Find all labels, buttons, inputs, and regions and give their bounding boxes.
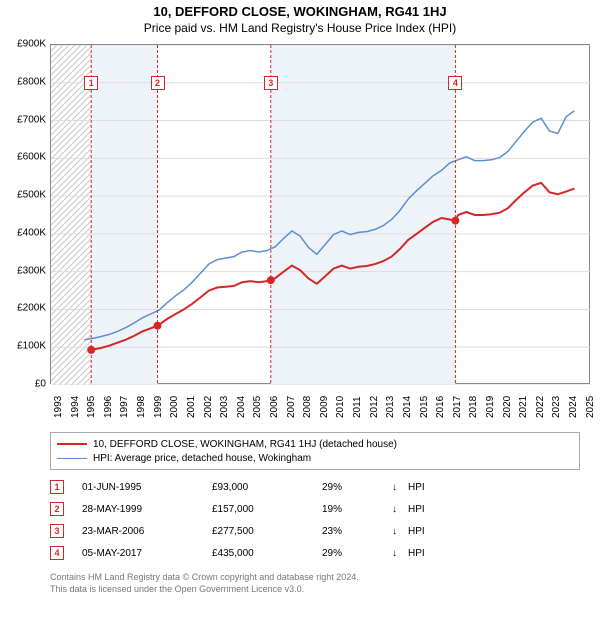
- legend-item: HPI: Average price, detached house, Woki…: [57, 451, 573, 465]
- title-block: 10, DEFFORD CLOSE, WOKINGHAM, RG41 1HJ P…: [0, 0, 600, 35]
- x-tick-label: 2017: [452, 396, 463, 418]
- table-row: 4 05-MAY-2017£435,00029%↓HPI: [50, 542, 580, 564]
- transaction-pct: 19%: [322, 504, 392, 515]
- x-axis: 1993 1994 1995 1996 1997 1998 1999 2000 2001 2002…: [50, 386, 590, 426]
- transactions-table: 101-JUN-1995£93,00029%↓HPI228-MAY-1999£1…: [50, 476, 580, 564]
- down-arrow-icon: ↓: [392, 548, 408, 559]
- x-tick-label: 1998: [136, 396, 147, 418]
- transaction-marker: 1: [84, 76, 98, 90]
- transaction-marker: 4: [50, 546, 64, 560]
- x-tick-label: 2012: [369, 396, 380, 418]
- x-tick-label: 2015: [419, 396, 430, 418]
- x-tick-label: 2000: [169, 396, 180, 418]
- transaction-price: £435,000: [212, 548, 322, 559]
- transaction-pct: 29%: [322, 548, 392, 559]
- x-tick-label: 2013: [385, 396, 396, 418]
- transaction-date: 28-MAY-1999: [82, 504, 212, 515]
- transaction-point: [451, 217, 459, 225]
- transaction-price: £157,000: [212, 504, 322, 515]
- y-tick-label: £700K: [17, 114, 46, 125]
- transaction-pct: 29%: [322, 482, 392, 493]
- transaction-date: 23-MAR-2006: [82, 526, 212, 537]
- footer-line-2: This data is licensed under the Open Gov…: [50, 584, 580, 596]
- transaction-vs-label: HPI: [408, 526, 448, 537]
- footer-line-1: Contains HM Land Registry data © Crown c…: [50, 572, 580, 584]
- transaction-marker: 3: [264, 76, 278, 90]
- x-tick-label: 2008: [302, 396, 313, 418]
- table-row: 1 01-JUN-1995£93,00029%↓HPI: [50, 476, 580, 498]
- footer: Contains HM Land Registry data © Crown c…: [50, 572, 580, 595]
- x-tick-label: 1993: [53, 396, 64, 418]
- x-tick-label: 2021: [518, 396, 529, 418]
- legend-swatch: [57, 443, 87, 445]
- transaction-point: [267, 276, 275, 284]
- y-tick-label: £100K: [17, 341, 46, 352]
- y-tick-label: £600K: [17, 152, 46, 163]
- y-tick-label: £500K: [17, 190, 46, 201]
- x-tick-label: 2011: [352, 396, 363, 418]
- x-tick-label: 1995: [86, 396, 97, 418]
- x-tick-label: 2018: [468, 396, 479, 418]
- x-tick-label: 2006: [269, 396, 280, 418]
- transaction-vs-label: HPI: [408, 548, 448, 559]
- legend-swatch: [57, 458, 87, 459]
- legend-label: HPI: Average price, detached house, Woki…: [93, 453, 311, 464]
- chart-container: 10, DEFFORD CLOSE, WOKINGHAM, RG41 1HJ P…: [0, 0, 600, 620]
- x-tick-label: 1994: [70, 396, 81, 418]
- x-tick-label: 2010: [335, 396, 346, 418]
- y-tick-label: £900K: [17, 39, 46, 50]
- x-tick-label: 2022: [535, 396, 546, 418]
- x-tick-label: 2014: [402, 396, 413, 418]
- y-tick-label: £300K: [17, 265, 46, 276]
- legend: 10, DEFFORD CLOSE, WOKINGHAM, RG41 1HJ (…: [50, 432, 580, 470]
- table-row: 2 28-MAY-1999£157,00019%↓HPI: [50, 498, 580, 520]
- legend-label: 10, DEFFORD CLOSE, WOKINGHAM, RG41 1HJ (…: [93, 439, 397, 450]
- x-tick-label: 2024: [568, 396, 579, 418]
- transaction-marker: 2: [50, 502, 64, 516]
- x-tick-label: 2020: [502, 396, 513, 418]
- legend-item: 10, DEFFORD CLOSE, WOKINGHAM, RG41 1HJ (…: [57, 437, 573, 451]
- down-arrow-icon: ↓: [392, 504, 408, 515]
- x-tick-label: 2009: [319, 396, 330, 418]
- x-tick-label: 2004: [236, 396, 247, 418]
- transaction-price: £277,500: [212, 526, 322, 537]
- x-tick-label: 2019: [485, 396, 496, 418]
- table-row: 3 23-MAR-2006£277,50023%↓HPI: [50, 520, 580, 542]
- transaction-price: £93,000: [212, 482, 322, 493]
- x-tick-label: 2003: [219, 396, 230, 418]
- y-tick-label: £800K: [17, 76, 46, 87]
- transaction-date: 05-MAY-2017: [82, 548, 212, 559]
- x-tick-label: 2025: [585, 396, 596, 418]
- transaction-marker: 3: [50, 524, 64, 538]
- transaction-point: [154, 322, 162, 330]
- y-axis: £0£100K£200K£300K£400K£500K£600K£700K£80…: [8, 44, 50, 384]
- x-tick-label: 2023: [551, 396, 562, 418]
- x-tick-label: 2007: [286, 396, 297, 418]
- plot-area: 1 2 3 4: [50, 44, 590, 384]
- x-tick-label: 1997: [119, 396, 130, 418]
- transaction-marker: 4: [448, 76, 462, 90]
- down-arrow-icon: ↓: [392, 526, 408, 537]
- x-tick-label: 2005: [252, 396, 263, 418]
- x-tick-label: 2016: [435, 396, 446, 418]
- transaction-pct: 23%: [322, 526, 392, 537]
- chart-area: £0 £100K £200K £300K £400K £500K £600K £700K £80…: [8, 44, 592, 424]
- y-tick-label: £0: [35, 379, 46, 390]
- transaction-vs-label: HPI: [408, 482, 448, 493]
- transaction-vs-label: HPI: [408, 504, 448, 515]
- x-tick-label: 1999: [153, 396, 164, 418]
- x-tick-label: 1996: [103, 396, 114, 418]
- chart-title: 10, DEFFORD CLOSE, WOKINGHAM, RG41 1HJ: [0, 4, 600, 19]
- y-tick-label: £200K: [17, 303, 46, 314]
- y-tick-label: £400K: [17, 227, 46, 238]
- transaction-date: 01-JUN-1995: [82, 482, 212, 493]
- transaction-marker: 2: [151, 76, 165, 90]
- chart-subtitle: Price paid vs. HM Land Registry's House …: [0, 21, 600, 35]
- down-arrow-icon: ↓: [392, 482, 408, 493]
- x-tick-label: 2002: [203, 396, 214, 418]
- transaction-point: [87, 346, 95, 354]
- transaction-marker: 1: [50, 480, 64, 494]
- x-tick-label: 2001: [186, 396, 197, 418]
- plot-svg: [51, 45, 591, 385]
